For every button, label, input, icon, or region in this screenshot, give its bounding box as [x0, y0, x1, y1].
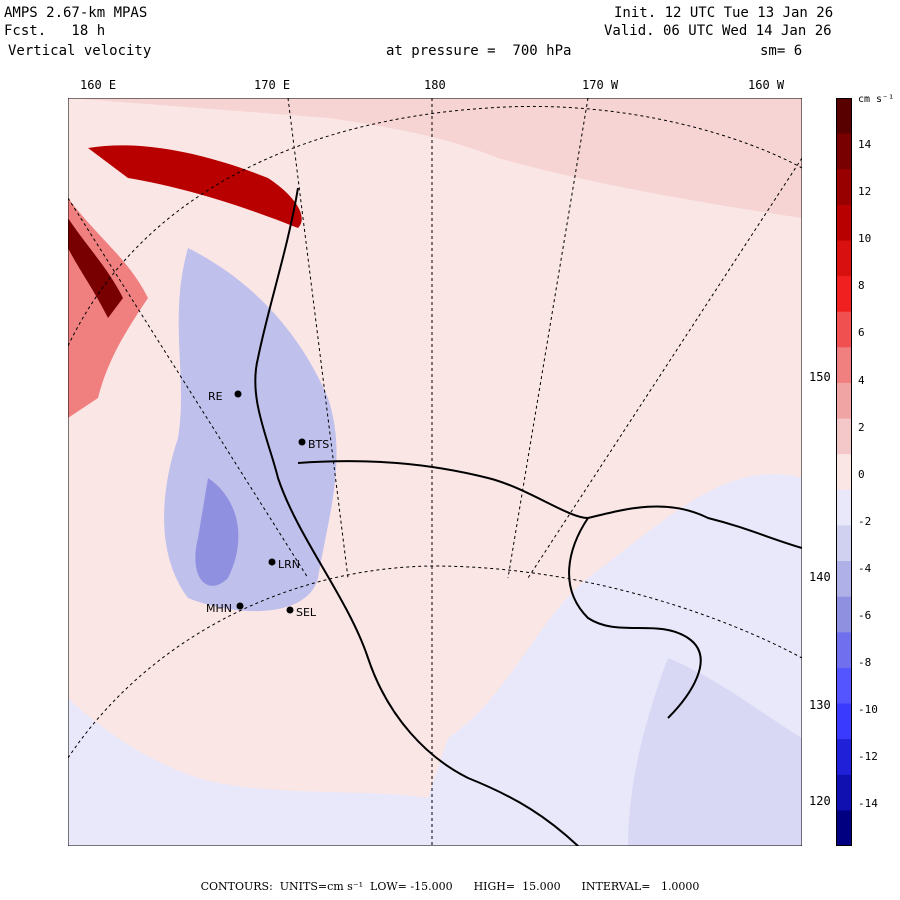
pressure-level: at pressure = 700 hPa	[386, 43, 572, 59]
station-label-lrn: LRN	[278, 558, 300, 571]
contour-info: CONTOURS: UNITS=cm s⁻¹ LOW= -15.000 HIGH…	[200, 880, 700, 893]
meridian-160e	[68, 197, 309, 579]
colorbar-tick-label: 2	[858, 420, 865, 434]
colorbar-swatch	[836, 311, 852, 348]
colorbar-tick-label: 0	[858, 467, 865, 481]
colorbar-tick-label: -10	[858, 703, 878, 717]
lon-label-180: 180	[424, 78, 446, 92]
colorbar-swatch	[836, 133, 852, 170]
colorbar-tick-label: 6	[858, 326, 865, 340]
color-legend	[836, 98, 852, 846]
valid-time: Valid. 06 UTC Wed 14 Jan 26	[604, 23, 832, 39]
vertical-velocity-map: BTS LRN SEL MHN RE	[68, 98, 802, 846]
colorbar-swatch	[836, 703, 852, 740]
coastline-west	[254, 187, 579, 846]
colorbar-tick-label: -8	[858, 656, 872, 670]
ice-shelf-front	[297, 460, 802, 549]
colorbar-tick-label: -2	[858, 514, 872, 528]
coastline-east	[568, 517, 702, 719]
strong-uplift-band	[68, 218, 123, 318]
strong-uplift-north	[88, 145, 302, 228]
station-marker-re	[234, 390, 242, 398]
colorbar-swatch	[836, 774, 852, 811]
station-label-mhn: MHN	[206, 602, 232, 615]
negative-region-southeast	[628, 658, 802, 846]
colorbar-swatch	[836, 489, 852, 526]
colorbar-tick-label: 10	[858, 232, 872, 246]
colorbar-tick-label: -4	[858, 561, 872, 575]
colorbar-units: cm s⁻¹	[858, 94, 895, 105]
model-title: AMPS 2.67-km MPAS	[4, 5, 148, 21]
negative-core-west	[195, 478, 239, 586]
lon-label-160w: 160 W	[748, 78, 785, 92]
station-label-re: RE	[208, 390, 223, 403]
colorbar-swatch	[836, 596, 852, 633]
colorbar-swatch	[836, 276, 852, 313]
colorbar-swatch	[836, 418, 852, 455]
colorbar-tick-label: 12	[858, 185, 872, 199]
lon-label-160e: 160 E	[80, 78, 117, 92]
colorbar-swatch	[836, 169, 852, 206]
colorbar-tick-label: 4	[858, 373, 865, 387]
colorbar-swatch	[836, 561, 852, 598]
colorbar-swatch	[836, 347, 852, 384]
colorbar-swatch	[836, 382, 852, 420]
colorbar-swatch	[836, 525, 852, 562]
colorbar-swatch	[836, 240, 852, 277]
colorbar-tick-label: -14	[858, 797, 878, 811]
station-marker-sel	[286, 606, 294, 614]
station-markers	[234, 390, 306, 614]
parallel-south	[68, 565, 802, 759]
colorbar-swatch	[836, 98, 852, 135]
colorbar-swatch	[836, 739, 852, 776]
station-marker-bts	[298, 438, 306, 446]
colorbar-swatch	[836, 454, 852, 491]
positive-region	[68, 98, 802, 798]
colorbar-swatch	[836, 667, 852, 705]
lon-label-170w: 170 W	[582, 78, 619, 92]
colorbar-tick-label: 8	[858, 279, 865, 293]
colorbar-tick-label: -12	[858, 750, 878, 764]
colorbar-swatch	[836, 810, 852, 846]
forecast-hour: Fcst. 18 h	[4, 23, 106, 39]
field-name: Vertical velocity	[8, 43, 152, 59]
station-label-sel: SEL	[296, 606, 317, 619]
meridian-170e	[287, 98, 349, 579]
station-label-bts: BTS	[308, 438, 329, 451]
colorbar-frame	[836, 98, 852, 846]
colorbar-swatch	[836, 204, 852, 241]
colorbar-tick-label: 14	[858, 138, 872, 151]
init-time: Init. 12 UTC Tue 13 Jan 26	[614, 5, 834, 21]
upper-positive-band	[68, 98, 802, 218]
smoothing: sm= 6	[760, 43, 803, 59]
lon-label-170e: 170 E	[254, 78, 291, 92]
station-marker-mhn	[236, 602, 244, 610]
colorbar-swatch	[836, 632, 852, 669]
colorbar-tick-label: -6	[858, 609, 872, 622]
station-marker-lrn	[268, 558, 276, 566]
parallel-north	[68, 105, 802, 347]
